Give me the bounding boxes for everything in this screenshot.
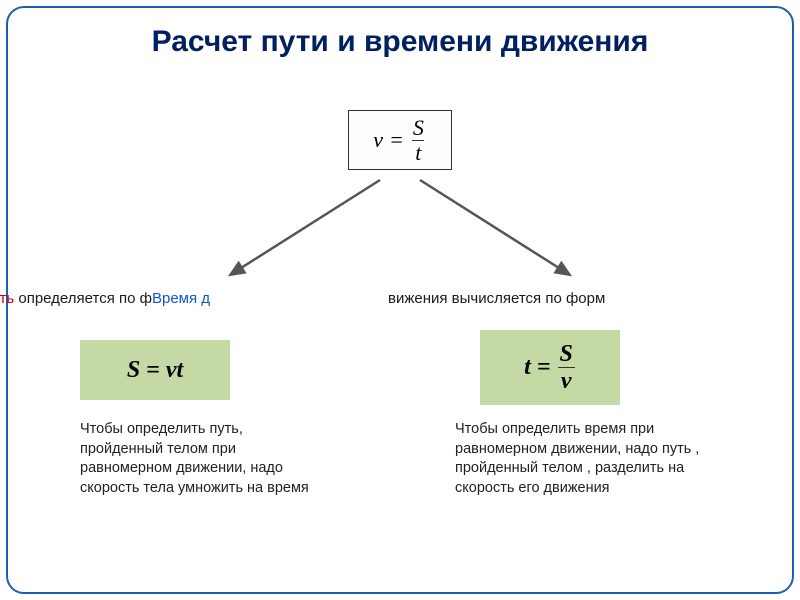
label-right-text: вижения вычисляется по форм [388, 290, 605, 307]
label-left-fragment: уть определяется по фВремя д [0, 290, 210, 307]
formula-time-lhs: t [524, 354, 531, 381]
equals-sign: = [146, 357, 160, 384]
formula-distance-lhs: S [127, 357, 140, 384]
numerator: S [410, 117, 427, 140]
formula-velocity: v = S t [348, 110, 452, 170]
denominator: t [412, 140, 424, 164]
equals-sign: = [537, 354, 551, 381]
fraction: S t [410, 117, 427, 164]
description-distance: Чтобы определить путь, пройденный телом … [80, 420, 320, 498]
formula-velocity-lhs: v [373, 127, 383, 153]
denominator: v [558, 367, 575, 393]
label-mid-blue: Время д [152, 290, 210, 307]
label-left-red: уть [0, 290, 14, 307]
label-left-text: определяется по ф [14, 290, 152, 307]
formula-distance: S = vt [80, 340, 230, 400]
numerator: S [557, 342, 576, 367]
description-time: Чтобы определить время при равномерном д… [455, 420, 745, 498]
label-right-fragment: вижения вычисляется по форм [388, 290, 605, 307]
formula-distance-rhs: vt [166, 357, 183, 384]
formula-time: t = S v [480, 330, 620, 405]
branch-arrows [220, 170, 580, 290]
page-title: Расчет пути и времени движения [30, 24, 770, 60]
equals-sign: = [389, 127, 404, 153]
fraction: S v [557, 342, 576, 393]
